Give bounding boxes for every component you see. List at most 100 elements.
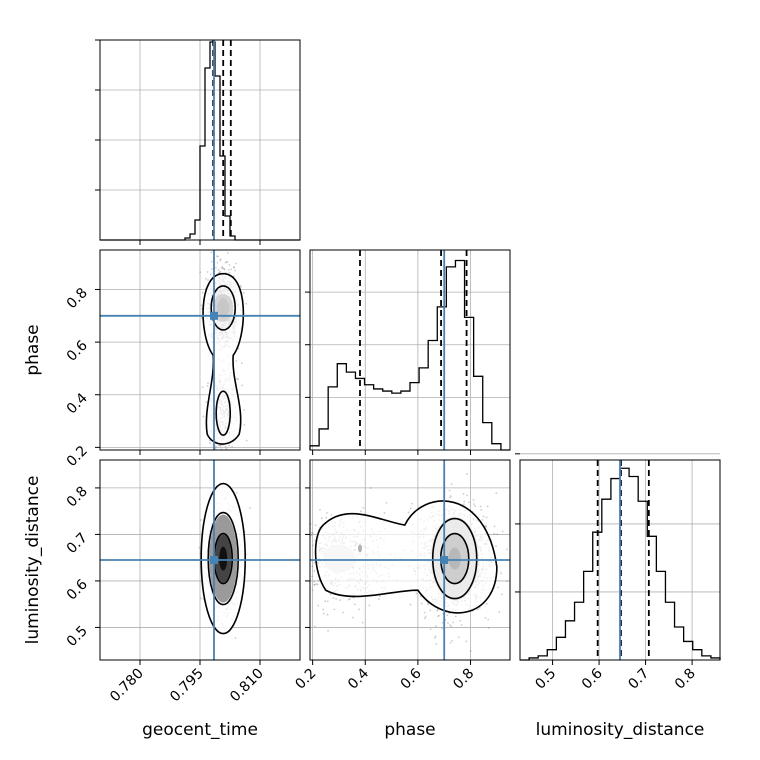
sample-point <box>330 513 333 516</box>
sample-point <box>308 529 310 531</box>
sample-point <box>479 505 482 508</box>
contour-lower <box>215 390 231 436</box>
x-tick-label-geocent_time: 0.795 <box>167 666 207 706</box>
sample-point <box>348 597 351 600</box>
sample-point <box>359 510 362 513</box>
sample-point <box>311 589 314 592</box>
sample-point <box>436 608 439 611</box>
sample-point <box>295 523 297 525</box>
sample-point <box>385 502 388 504</box>
sample-point <box>447 622 449 624</box>
sample-point <box>215 465 217 467</box>
sample-point <box>243 423 246 426</box>
sample-point <box>224 261 227 264</box>
sample-point <box>423 611 426 614</box>
contour-outer <box>202 272 245 445</box>
sample-point <box>305 583 307 585</box>
sample-point <box>286 584 288 586</box>
density-peak <box>219 546 228 571</box>
x-tick-label-phase: 0.2 <box>292 666 319 693</box>
sample-point <box>306 518 308 520</box>
sample-point <box>473 503 475 506</box>
sample-point <box>292 594 294 596</box>
sample-point <box>409 603 412 606</box>
sample-point <box>200 316 203 319</box>
sample-point <box>284 567 286 569</box>
sample-point <box>497 586 499 589</box>
sample-point <box>353 603 356 606</box>
sample-point <box>199 597 202 600</box>
sample-point <box>424 617 426 620</box>
sample-point <box>227 468 229 470</box>
sample-point <box>484 525 487 528</box>
gridlines <box>100 39 720 660</box>
sample-point <box>438 614 440 617</box>
sample-point <box>228 444 231 447</box>
sample-point <box>339 599 341 602</box>
sample-point <box>411 502 413 505</box>
sample-point <box>472 498 475 501</box>
sample-point <box>427 603 430 606</box>
sample-point <box>409 507 412 510</box>
sample-point <box>310 534 313 537</box>
contour-outer-line <box>200 482 246 635</box>
sample-point <box>293 597 295 599</box>
sample-point <box>230 268 233 271</box>
sample-point <box>369 487 372 489</box>
sample-point <box>361 621 364 624</box>
sample-point <box>234 262 237 265</box>
sample-point <box>415 592 418 595</box>
sample-point <box>435 625 437 627</box>
sample-point <box>200 519 202 521</box>
sample-point <box>317 579 320 582</box>
x-axis-label-geocent-time: geocent_time <box>142 720 258 740</box>
sample-point <box>223 268 226 271</box>
contour-mid <box>207 511 239 606</box>
sample-point <box>333 608 336 611</box>
quantile-and-truth-lines <box>100 40 650 660</box>
sample-point <box>463 503 465 506</box>
sample-point <box>219 259 222 262</box>
y-axis-label-luminosity-distance: luminosity_distance <box>23 476 43 645</box>
sample-point <box>227 268 230 271</box>
sample-point <box>303 539 305 541</box>
sample-point <box>314 524 317 527</box>
sample-point <box>284 548 286 550</box>
sample-point <box>245 302 248 305</box>
sample-point <box>424 615 427 618</box>
truth-marker <box>440 556 449 564</box>
sample-point <box>466 494 468 497</box>
sample-point <box>290 594 292 596</box>
sample-point <box>222 267 225 270</box>
sample-point <box>241 384 243 387</box>
sample-point <box>219 444 222 447</box>
sample-point <box>207 279 209 281</box>
sample-point <box>210 453 212 455</box>
sample-point <box>347 598 350 601</box>
sample-point <box>486 505 489 508</box>
sample-point <box>448 489 451 492</box>
sample-point <box>237 378 239 380</box>
sample-point <box>240 362 243 365</box>
sample-point <box>301 576 303 578</box>
sample-point <box>219 270 222 273</box>
y-tick-label-phase: 0.2 <box>64 443 91 470</box>
sample-point <box>214 445 217 448</box>
sample-point <box>220 267 223 269</box>
sample-point <box>200 304 203 307</box>
sample-point <box>226 261 229 263</box>
sample-point <box>335 597 338 600</box>
sample-point <box>303 570 305 572</box>
sample-point <box>446 614 449 617</box>
sample-point <box>362 506 365 509</box>
sample-point <box>218 473 220 475</box>
sample-point <box>240 285 242 288</box>
sample-point <box>215 266 217 269</box>
sample-point <box>317 604 320 607</box>
panel-frame <box>309 249 511 451</box>
sample-point <box>307 561 309 563</box>
y-tick-label-phase: 0.8 <box>64 285 91 312</box>
sample-point <box>306 582 308 584</box>
sample-point <box>273 562 275 564</box>
